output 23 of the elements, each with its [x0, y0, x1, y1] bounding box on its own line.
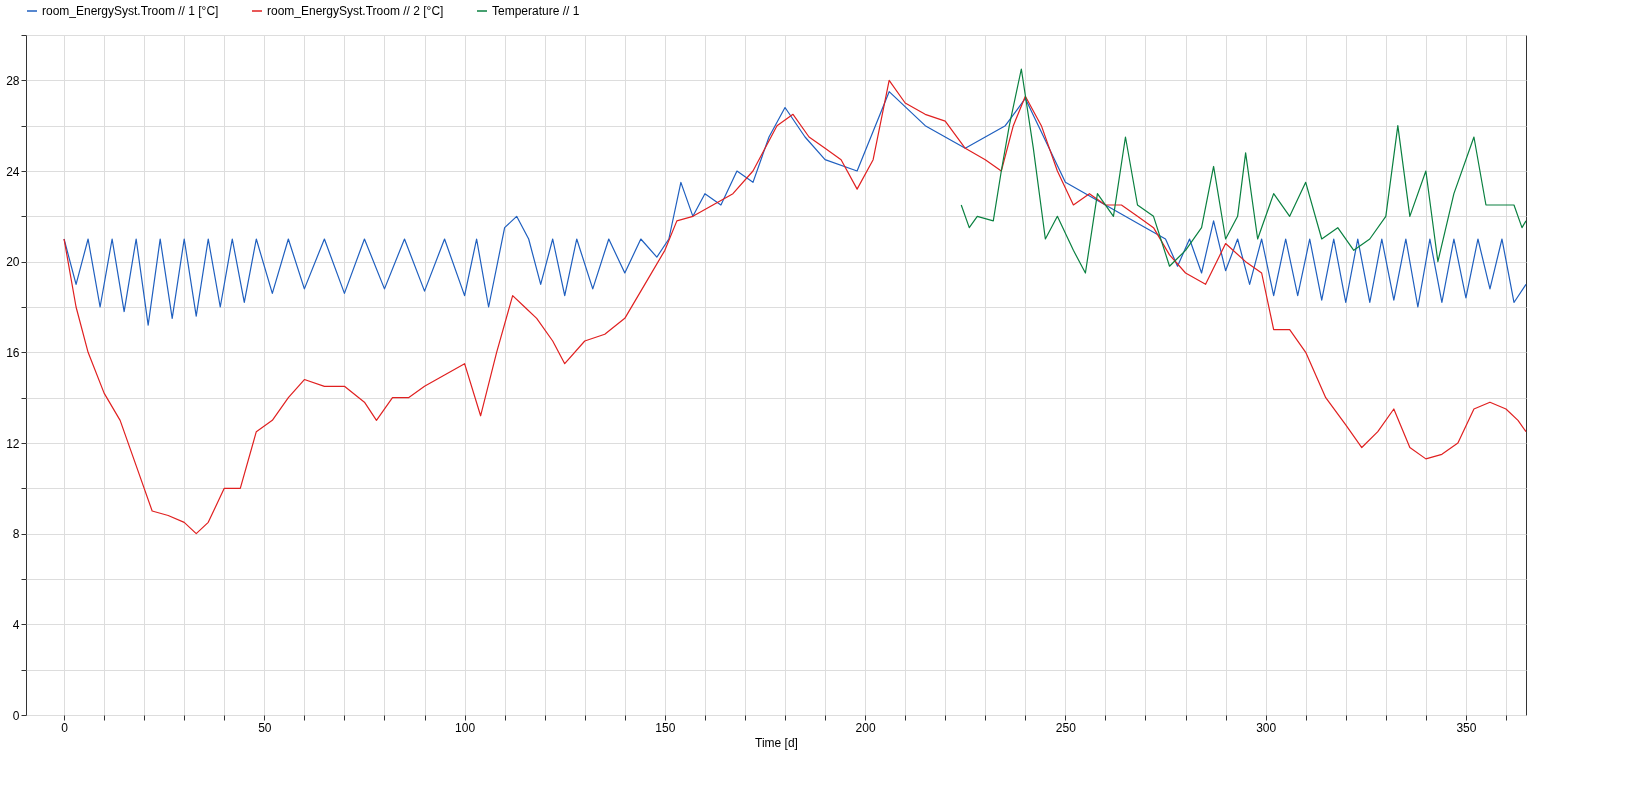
x-tick-label: 300	[1256, 720, 1277, 735]
y-tick-label: 4	[12, 617, 20, 632]
y-tick-label: 16	[6, 345, 20, 360]
x-tick-label: 50	[258, 720, 272, 735]
line-series	[960, 68, 1527, 274]
y-tick-label: 8	[12, 527, 20, 542]
x-tick-label: 100	[455, 720, 476, 735]
legend-label: Temperature // 1	[492, 4, 580, 18]
x-axis-title: Time [d]	[755, 735, 798, 750]
y-tick-label: 0	[12, 708, 20, 723]
legend-label: room_EnergySyst.Troom // 1 [°C]	[42, 4, 219, 18]
line-series	[63, 91, 1527, 326]
x-tick-label: 350	[1456, 720, 1477, 735]
y-tick-label: 20	[6, 255, 20, 270]
y-tick-label: 28	[6, 73, 20, 88]
y-tick-label: 12	[6, 436, 20, 451]
line-series	[63, 79, 1527, 535]
x-tick-label: 150	[655, 720, 676, 735]
x-tick-label: 200	[855, 720, 876, 735]
x-tick-label: 250	[1055, 720, 1077, 735]
y-tick-label: 24	[6, 164, 20, 179]
x-tick-label: 0	[61, 720, 69, 735]
legend-label: room_EnergySyst.Troom // 2 [°C]	[267, 4, 444, 18]
